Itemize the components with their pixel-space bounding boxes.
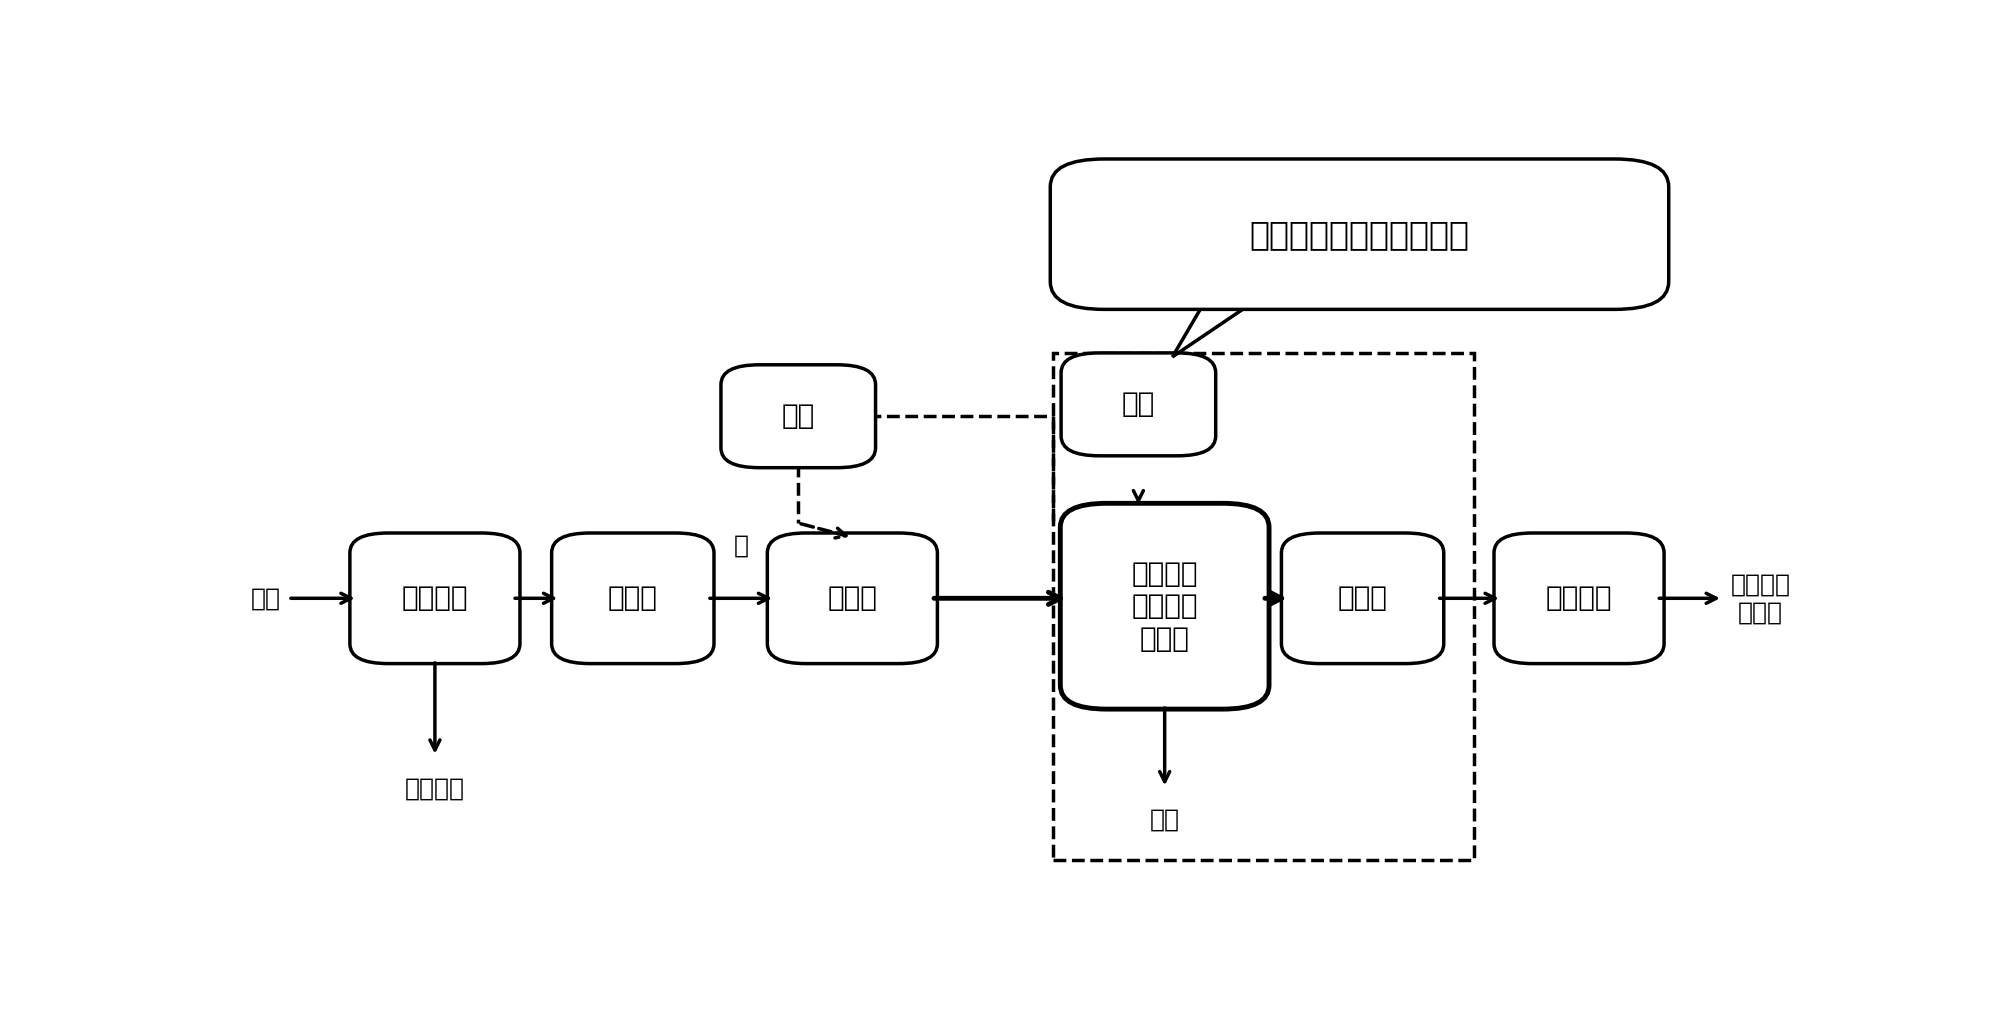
Text: 固体杂物: 固体杂物 — [405, 776, 465, 801]
Text: 泵: 泵 — [734, 534, 748, 557]
Text: 调节池: 调节池 — [828, 584, 878, 613]
Text: 污水: 污水 — [249, 586, 279, 611]
Text: 沉淀池: 沉淀池 — [1337, 584, 1389, 613]
Text: 加药: 加药 — [1121, 391, 1155, 418]
FancyBboxPatch shape — [1049, 159, 1668, 309]
Polygon shape — [1173, 301, 1255, 357]
Polygon shape — [1209, 290, 1249, 300]
Text: 生物化学强化絮凝预处理: 生物化学强化絮凝预处理 — [1249, 218, 1470, 251]
FancyBboxPatch shape — [1494, 533, 1664, 664]
Text: 污泥: 污泥 — [1149, 808, 1179, 832]
Bar — [1053, 353, 1474, 859]
Text: 生物化学
强化絮凝
反应池: 生物化学 强化絮凝 反应池 — [1131, 560, 1197, 653]
FancyBboxPatch shape — [349, 533, 521, 664]
FancyBboxPatch shape — [1281, 533, 1444, 664]
FancyBboxPatch shape — [720, 365, 876, 468]
Text: 集水井: 集水井 — [608, 584, 658, 613]
FancyBboxPatch shape — [1061, 353, 1215, 455]
FancyBboxPatch shape — [553, 533, 714, 664]
Text: 人工湿地: 人工湿地 — [1546, 584, 1612, 613]
Text: 机械格栅: 机械格栅 — [401, 584, 469, 613]
FancyBboxPatch shape — [768, 533, 938, 664]
Text: 风机: 风机 — [782, 402, 814, 431]
FancyBboxPatch shape — [1059, 504, 1269, 709]
Text: 达标排放
或回用: 达标排放 或回用 — [1730, 573, 1792, 624]
